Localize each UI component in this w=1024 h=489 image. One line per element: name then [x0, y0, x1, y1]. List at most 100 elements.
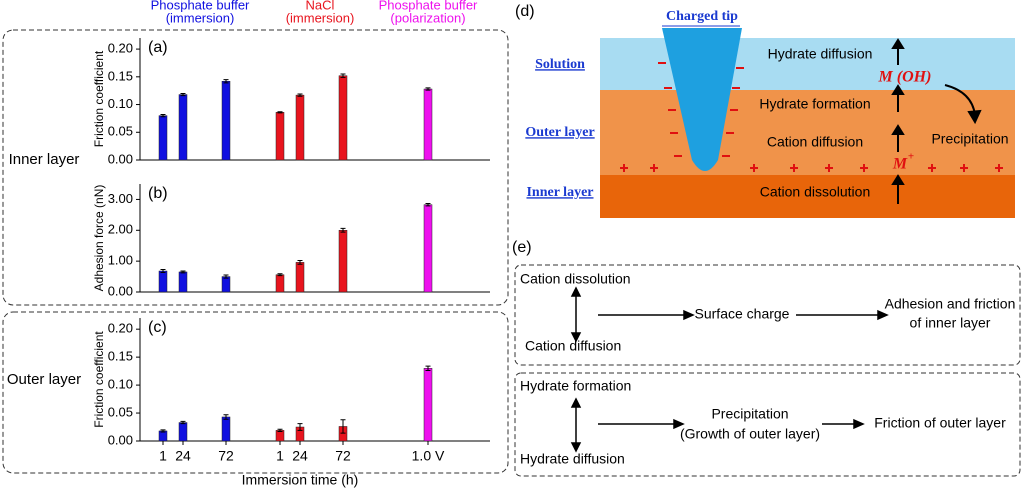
error-bar: [223, 414, 229, 420]
species-label: M (OH): [878, 69, 932, 86]
x-tick-label: 24: [175, 448, 191, 464]
row-label: Outer layer: [7, 371, 81, 388]
y-tick-label: 0.20: [108, 41, 133, 56]
y-axis-label: Friction coefficient: [92, 331, 106, 428]
x-tick-label: 72: [218, 448, 234, 464]
error-bar: [223, 79, 229, 84]
error-bar: [277, 273, 283, 277]
bar: [423, 368, 433, 442]
result-label: Friction of outer layer: [874, 415, 1006, 431]
y-tick-label: 0.15: [108, 68, 133, 83]
y-tick-label: 0.10: [108, 377, 133, 392]
group-label: NaCl: [306, 0, 335, 12]
process-label: Precipitation: [931, 131, 1008, 147]
bar: [338, 75, 348, 161]
group-label: Phosphate buffer: [151, 0, 250, 12]
inner-layer: [600, 175, 1015, 218]
bar: [221, 416, 231, 442]
error-bar: [180, 270, 186, 274]
species-label: M: [892, 156, 908, 173]
x-tick-label: 1.0 V: [412, 448, 445, 464]
process-label: Hydrate formation: [520, 378, 631, 394]
error-bar: [425, 202, 431, 207]
y-tick-label: 0.00: [108, 432, 133, 447]
process-label: Surface charge: [695, 306, 790, 322]
error-bar: [340, 227, 346, 233]
x-tick-label: 72: [335, 448, 351, 464]
bar: [158, 115, 168, 161]
group-label: (immersion): [166, 10, 235, 25]
row-label: Inner layer: [9, 151, 80, 168]
box-e1: [514, 264, 1021, 366]
layer-label: Inner layer: [526, 185, 593, 200]
y-tick-label: 0.00: [108, 283, 133, 298]
error-bar: [160, 114, 166, 118]
error-bar: [180, 92, 186, 97]
outer-layer: [600, 90, 1015, 175]
process-label: Cation dissolution: [520, 271, 631, 287]
species-charge: +: [908, 151, 914, 163]
error-bar: [277, 428, 283, 432]
bar: [423, 204, 433, 293]
bar: [423, 88, 433, 161]
bar: [158, 270, 168, 293]
error-bar: [425, 87, 431, 91]
outer-box: [2, 311, 509, 474]
x-tick-label: 1: [159, 448, 167, 464]
layer-label: Solution: [535, 57, 585, 72]
bar: [221, 81, 231, 161]
bar: [178, 94, 188, 161]
bar: [295, 94, 305, 161]
error-bar: [160, 429, 166, 433]
y-tick-label: 0.10: [108, 96, 133, 111]
bar: [338, 230, 348, 293]
up-arrows: [891, 38, 982, 204]
bar: [178, 422, 188, 442]
tip: [662, 28, 742, 171]
y-tick-label: 1.00: [108, 253, 133, 268]
y-tick-label: 0.05: [108, 124, 133, 139]
inner-box: [2, 29, 509, 306]
y-tick-label: 2.00: [108, 222, 133, 237]
result-label: of inner layer: [910, 315, 991, 331]
bar: [275, 274, 285, 293]
group-label: (polarization): [390, 10, 465, 25]
process-label: Cation diffusion: [767, 134, 863, 150]
x-axis-label: Immersion time (h): [242, 472, 359, 488]
tip-label: Charged tip: [666, 9, 738, 24]
e-arrows: [570, 286, 889, 453]
error-bar: [340, 419, 346, 434]
group-label: (immersion): [286, 10, 355, 25]
bar: [295, 262, 305, 293]
panel-label: (a): [148, 39, 168, 56]
panel-label: (e): [512, 239, 532, 256]
error-bar: [340, 73, 346, 78]
box-e2: [514, 372, 1021, 477]
bar: [221, 276, 231, 293]
diagram-d: [600, 25, 1015, 218]
charges: [620, 62, 1003, 172]
process-label: (Growth of outer layer): [680, 426, 820, 442]
x-tick-label: 1: [276, 448, 284, 464]
process-label: Cation dissolution: [760, 184, 871, 200]
y-tick-label: 0.00: [108, 151, 133, 166]
x-tick-label: 24: [292, 448, 308, 464]
panel-label: (d): [515, 3, 535, 20]
y-tick-label: 0.20: [108, 321, 133, 336]
error-bar: [297, 423, 303, 431]
error-bar: [297, 93, 303, 97]
y-axis-label: Adhesion force (nN): [92, 185, 106, 292]
bar: [178, 271, 188, 293]
process-label: Cation diffusion: [525, 338, 621, 354]
process-label: Precipitation: [711, 406, 788, 422]
error-bar: [297, 260, 303, 265]
panel-label: (c): [148, 319, 167, 336]
y-tick-label: 0.05: [108, 404, 133, 419]
y-tick-label: 0.15: [108, 349, 133, 364]
error-bar: [425, 365, 431, 372]
process-label: Hydrate formation: [759, 96, 870, 112]
group-label: Phosphate buffer: [379, 0, 478, 12]
result-label: Adhesion and friction: [885, 296, 1016, 312]
y-axis-label: Friction coefficient: [92, 50, 106, 147]
